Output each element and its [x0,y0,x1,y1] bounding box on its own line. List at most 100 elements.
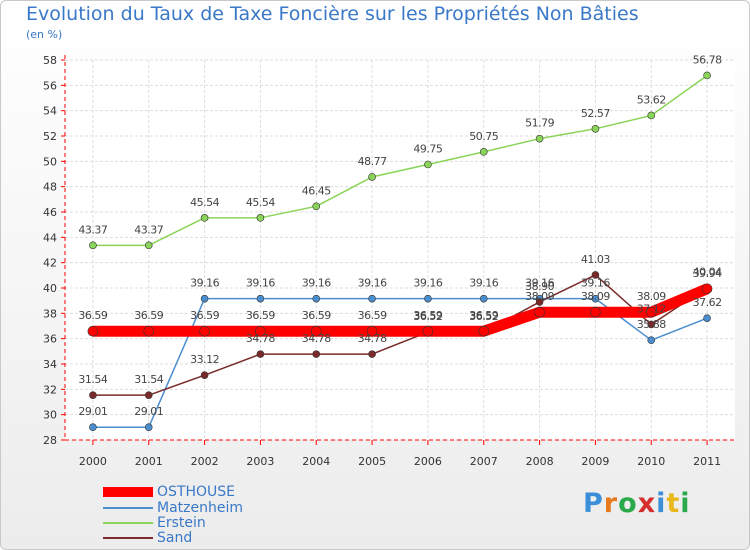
point-osthouse [645,306,657,318]
chart-title: Evolution du Taux de Taxe Foncière sur l… [26,3,639,25]
point-osthouse [143,325,155,337]
data-label-osthouse: 36.59 [78,309,107,322]
data-label-sand: 40.04 [693,265,722,278]
y-tick-label: 34 [43,358,57,371]
point-erstein [144,241,153,250]
point-sand [312,350,321,358]
data-label-sand: 31.54 [78,373,107,386]
point-sand [647,320,656,329]
y-tick-label: 54 [43,105,57,118]
data-label-erstein: 50.75 [469,130,498,143]
data-label-erstein: 43.37 [134,223,163,236]
y-tick-label: 38 [43,307,57,320]
data-label-erstein: 46.45 [302,184,331,197]
series-line-sand [92,274,708,396]
legend-label-matzenheim: Matzenheim [157,500,243,516]
legend-swatch-sand [103,537,153,539]
data-label-sand: 34.78 [246,332,275,345]
legend-item-sand: Sand [103,530,192,546]
data-label-sand: 31.54 [134,373,163,386]
point-matzenheim [144,423,153,432]
data-label-matzenheim: 29.01 [134,405,163,418]
proxiti-logo: Proxiti [583,488,691,519]
series-line-osthouse [92,283,710,337]
point-osthouse [590,306,601,318]
point-matzenheim [647,336,656,344]
data-label-sand: 36.52 [413,310,442,323]
data-points [87,71,713,432]
y-tick-label: 36 [43,333,57,346]
data-label-erstein: 52.57 [581,107,610,120]
x-tick-label: 2011 [693,455,721,468]
y-tick-label: 40 [43,282,57,295]
point-osthouse [87,325,99,337]
point-sand [144,391,153,399]
point-erstein [647,111,656,120]
data-label-erstein: 45.54 [190,196,219,209]
data-label-sand: 37.12 [637,302,666,315]
point-sand [368,350,376,358]
point-erstein [479,148,488,156]
data-label-erstein: 51.79 [525,117,554,130]
point-matzenheim [479,294,488,303]
chart-subtitle: (en %) [26,28,63,41]
data-label-osthouse: 36.59 [413,309,442,322]
data-label-matzenheim: 39.16 [581,277,610,290]
x-tick-label: 2000 [79,455,107,468]
legend-swatch-erstein [103,522,153,524]
x-tick-label: 2007 [470,455,498,468]
point-erstein [256,214,265,222]
x-tick-label: 2004 [302,455,330,468]
data-label-erstein: 43.37 [78,223,107,236]
y-tick-label: 42 [43,257,57,270]
point-matzenheim [591,294,600,303]
data-labels: 36.59 36.59 36.59 36.59 36.59 36.59 36.59 36.59… [78,53,722,418]
point-osthouse [366,325,378,337]
data-label-osthouse: 36.59 [134,309,163,322]
data-label-matzenheim: 39.16 [469,277,498,290]
data-label-osthouse: 36.59 [469,309,498,322]
data-label-sand: 38.90 [525,280,554,293]
data-label-sand: 41.03 [581,253,610,266]
x-tick-label: 2008 [526,455,554,468]
data-label-osthouse: 36.59 [190,309,219,322]
point-matzenheim [424,294,432,303]
point-matzenheim [200,294,209,303]
gridlines [65,59,735,441]
point-matzenheim [368,294,376,303]
point-matzenheim [312,294,321,303]
plot-area [65,60,735,440]
x-tick-label: 2003 [246,455,274,468]
data-label-sand: 34.78 [358,332,387,345]
data-label-matzenheim: 39.16 [246,277,275,290]
series-line-erstein [92,74,708,247]
point-osthouse [255,325,266,337]
y-tick-label: 28 [43,434,57,447]
data-label-matzenheim: 35.88 [637,318,666,331]
data-label-sand: 34.78 [302,332,331,345]
legend-label-osthouse: OSTHOUSE [157,484,235,500]
data-label-osthouse: 36.59 [358,309,387,322]
point-osthouse [478,325,490,337]
point-sand [200,371,209,379]
point-osthouse [199,325,210,337]
point-erstein [535,134,544,143]
data-label-erstein: 49.75 [413,143,442,156]
legend-label-sand: Sand [157,530,193,546]
data-label-erstein: 56.78 [693,53,722,66]
data-label-matzenheim: 39.16 [190,277,219,290]
data-label-erstein: 53.62 [637,93,666,106]
data-label-osthouse: 38.09 [525,290,554,303]
y-tick-label: 30 [43,409,57,422]
data-label-matzenheim: 39.16 [413,277,442,290]
point-erstein [312,202,321,211]
point-osthouse [534,306,545,318]
data-label-matzenheim: 39.16 [302,277,331,290]
point-sand [535,298,544,306]
point-sand [89,391,97,399]
legend-label-erstein: Erstein [157,515,206,531]
data-label-sand: 33.12 [190,353,219,366]
point-erstein [368,173,376,181]
data-label-matzenheim: 29.01 [78,405,107,418]
